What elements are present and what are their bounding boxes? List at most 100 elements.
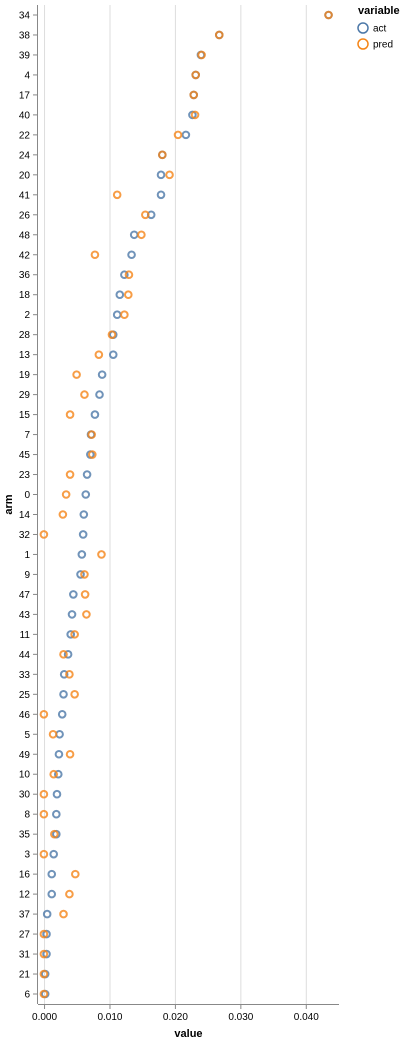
point-act — [90, 410, 100, 419]
y-tick-label: 34 — [19, 10, 31, 21]
y-tick-label: 20 — [19, 170, 31, 181]
point-act — [69, 590, 78, 599]
y-tick-label: 42 — [19, 250, 31, 261]
point-act — [76, 570, 85, 579]
point-pred — [70, 630, 79, 639]
y-tick-label: 48 — [19, 230, 31, 241]
point-pred — [124, 270, 134, 280]
y-tick-label: 14 — [19, 510, 31, 521]
point-act — [49, 849, 59, 859]
legend-label-act: act — [373, 24, 387, 35]
y-tick-label: 18 — [19, 290, 31, 301]
point-act — [52, 789, 62, 799]
y-tick-label: 23 — [19, 470, 31, 481]
y-tick-label: 30 — [19, 790, 31, 801]
y-tick-label: 3 — [24, 850, 30, 861]
y-tick-label: 44 — [19, 650, 31, 661]
point-pred — [50, 829, 59, 839]
point-pred — [112, 190, 122, 200]
y-tick-label: 41 — [19, 190, 31, 201]
point-act — [82, 470, 92, 479]
point-pred — [158, 150, 167, 160]
point-act — [66, 630, 76, 639]
point-pred — [141, 210, 150, 220]
y-tick-label: 6 — [24, 990, 30, 1001]
y-tick-label: 11 — [20, 630, 31, 641]
y-tick-label: 31 — [19, 950, 31, 961]
y-tick-label: 43 — [19, 610, 31, 621]
point-pred — [65, 889, 74, 899]
point-act — [53, 769, 63, 779]
x-tick-label: 0.030 — [228, 1012, 253, 1023]
point-pred — [49, 769, 59, 779]
y-tick-label: 24 — [19, 150, 31, 161]
x-axis: 0.000 0.010 0.020 0.030 0.040 — [32, 1004, 339, 1023]
y-tick-label: 25 — [19, 690, 31, 701]
y-tick-label: 16 — [19, 870, 31, 881]
point-act — [115, 290, 125, 300]
grid-layer — [44, 5, 307, 1004]
point-pred — [80, 590, 90, 599]
point-pred — [39, 929, 49, 939]
point-act — [59, 670, 69, 679]
point-act — [78, 530, 88, 539]
y-tick-label: 10 — [19, 770, 31, 781]
y-tick-label: 8 — [24, 810, 30, 821]
point-act — [120, 270, 129, 280]
y-tick-label: 45 — [19, 450, 31, 461]
x-tick-label: 0.020 — [163, 1012, 188, 1023]
legend-symbol-act — [357, 22, 369, 34]
point-pred — [94, 350, 104, 359]
point-act — [79, 510, 89, 519]
point-pred — [65, 670, 74, 679]
point-pred — [214, 30, 224, 40]
y-tick-label: 0 — [24, 490, 30, 501]
y-tick-label: 47 — [19, 590, 31, 601]
point-act — [127, 250, 136, 260]
point-pred — [70, 869, 80, 879]
point-pred — [80, 390, 89, 399]
y-tick-label: 26 — [19, 210, 31, 221]
point-pred — [80, 570, 89, 579]
point-pred — [197, 50, 206, 60]
y-axis-title: arm — [3, 494, 15, 514]
y-tick-label: 22 — [19, 130, 31, 141]
y-tick-label: 2 — [24, 310, 30, 321]
point-act — [52, 809, 61, 819]
y-tick-label: 15 — [19, 410, 31, 421]
point-pred — [165, 170, 174, 180]
point-pred — [39, 969, 49, 979]
legend-label-pred: pred — [373, 40, 393, 51]
point-act — [67, 610, 77, 619]
point-act — [97, 370, 107, 379]
point-pred — [191, 70, 200, 80]
y-tick-label: 36 — [19, 270, 31, 281]
point-pred — [58, 510, 68, 519]
point-pred — [39, 949, 49, 959]
y-tick-label: 38 — [19, 30, 31, 41]
y-tick-label: 33 — [19, 670, 31, 681]
point-pred — [189, 90, 199, 100]
point-act — [81, 490, 91, 499]
y-tick-label: 29 — [19, 390, 31, 401]
point-act — [77, 550, 87, 559]
point-pred — [72, 370, 81, 379]
point-act — [63, 650, 73, 659]
point-pred — [39, 809, 49, 819]
point-act — [47, 889, 57, 899]
point-pred — [65, 470, 75, 479]
y-tick-label: 46 — [19, 710, 31, 721]
point-pred — [87, 430, 96, 439]
point-act — [156, 190, 166, 200]
point-pred — [39, 709, 49, 719]
y-axis: 3438394174022242041264842361822813192915… — [19, 5, 38, 1004]
point-pred — [82, 610, 91, 619]
y-tick-label: 27 — [19, 930, 31, 941]
point-act — [54, 749, 64, 759]
point-pred — [39, 789, 49, 799]
point-act — [129, 230, 139, 240]
y-tick-label: 13 — [19, 350, 31, 361]
legend: variable act pred — [357, 5, 400, 51]
y-tick-label: 21 — [19, 970, 31, 981]
